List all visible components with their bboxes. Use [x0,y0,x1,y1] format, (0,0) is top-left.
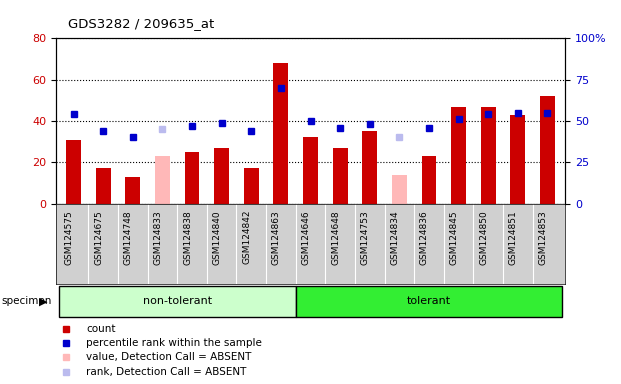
Text: specimen: specimen [1,296,52,306]
Text: ▶: ▶ [39,296,48,306]
Text: non-tolerant: non-tolerant [143,296,212,306]
Text: GSM124838: GSM124838 [183,210,192,265]
Text: GSM124648: GSM124648 [331,210,340,265]
Bar [214,148,229,204]
Text: GSM124840: GSM124840 [212,210,222,265]
Text: GSM124675: GSM124675 [94,210,103,265]
Bar [333,148,348,204]
Text: GSM124753: GSM124753 [361,210,369,265]
Text: GSM124853: GSM124853 [538,210,547,265]
Bar [540,96,555,204]
FancyBboxPatch shape [296,286,562,317]
Text: GSM124850: GSM124850 [479,210,488,265]
Bar [303,137,318,204]
Bar [66,139,81,204]
Text: GSM124863: GSM124863 [272,210,281,265]
Bar [273,63,288,204]
Text: GSM124575: GSM124575 [65,210,74,265]
Text: GDS3282 / 209635_at: GDS3282 / 209635_at [68,17,215,30]
Bar [244,169,259,204]
Text: GSM124833: GSM124833 [153,210,163,265]
Text: tolerant: tolerant [407,296,451,306]
Text: GSM124836: GSM124836 [420,210,429,265]
Bar [510,115,525,204]
Text: count: count [86,323,116,334]
Text: GSM124748: GSM124748 [124,210,133,265]
Bar [125,177,140,204]
Text: GSM124646: GSM124646 [302,210,310,265]
Text: percentile rank within the sample: percentile rank within the sample [86,338,262,348]
FancyBboxPatch shape [59,286,296,317]
Text: GSM124842: GSM124842 [242,210,252,265]
Text: GSM124851: GSM124851 [509,210,518,265]
Bar [481,106,496,204]
Bar [392,175,407,204]
Text: GSM124834: GSM124834 [391,210,399,265]
Text: GSM124845: GSM124845 [450,210,458,265]
Text: value, Detection Call = ABSENT: value, Detection Call = ABSENT [86,352,252,362]
Bar [96,169,111,204]
Bar [155,156,170,204]
Bar [451,106,466,204]
Bar [362,131,377,204]
Text: rank, Detection Call = ABSENT: rank, Detection Call = ABSENT [86,367,247,377]
Bar [184,152,199,204]
Bar [422,156,437,204]
